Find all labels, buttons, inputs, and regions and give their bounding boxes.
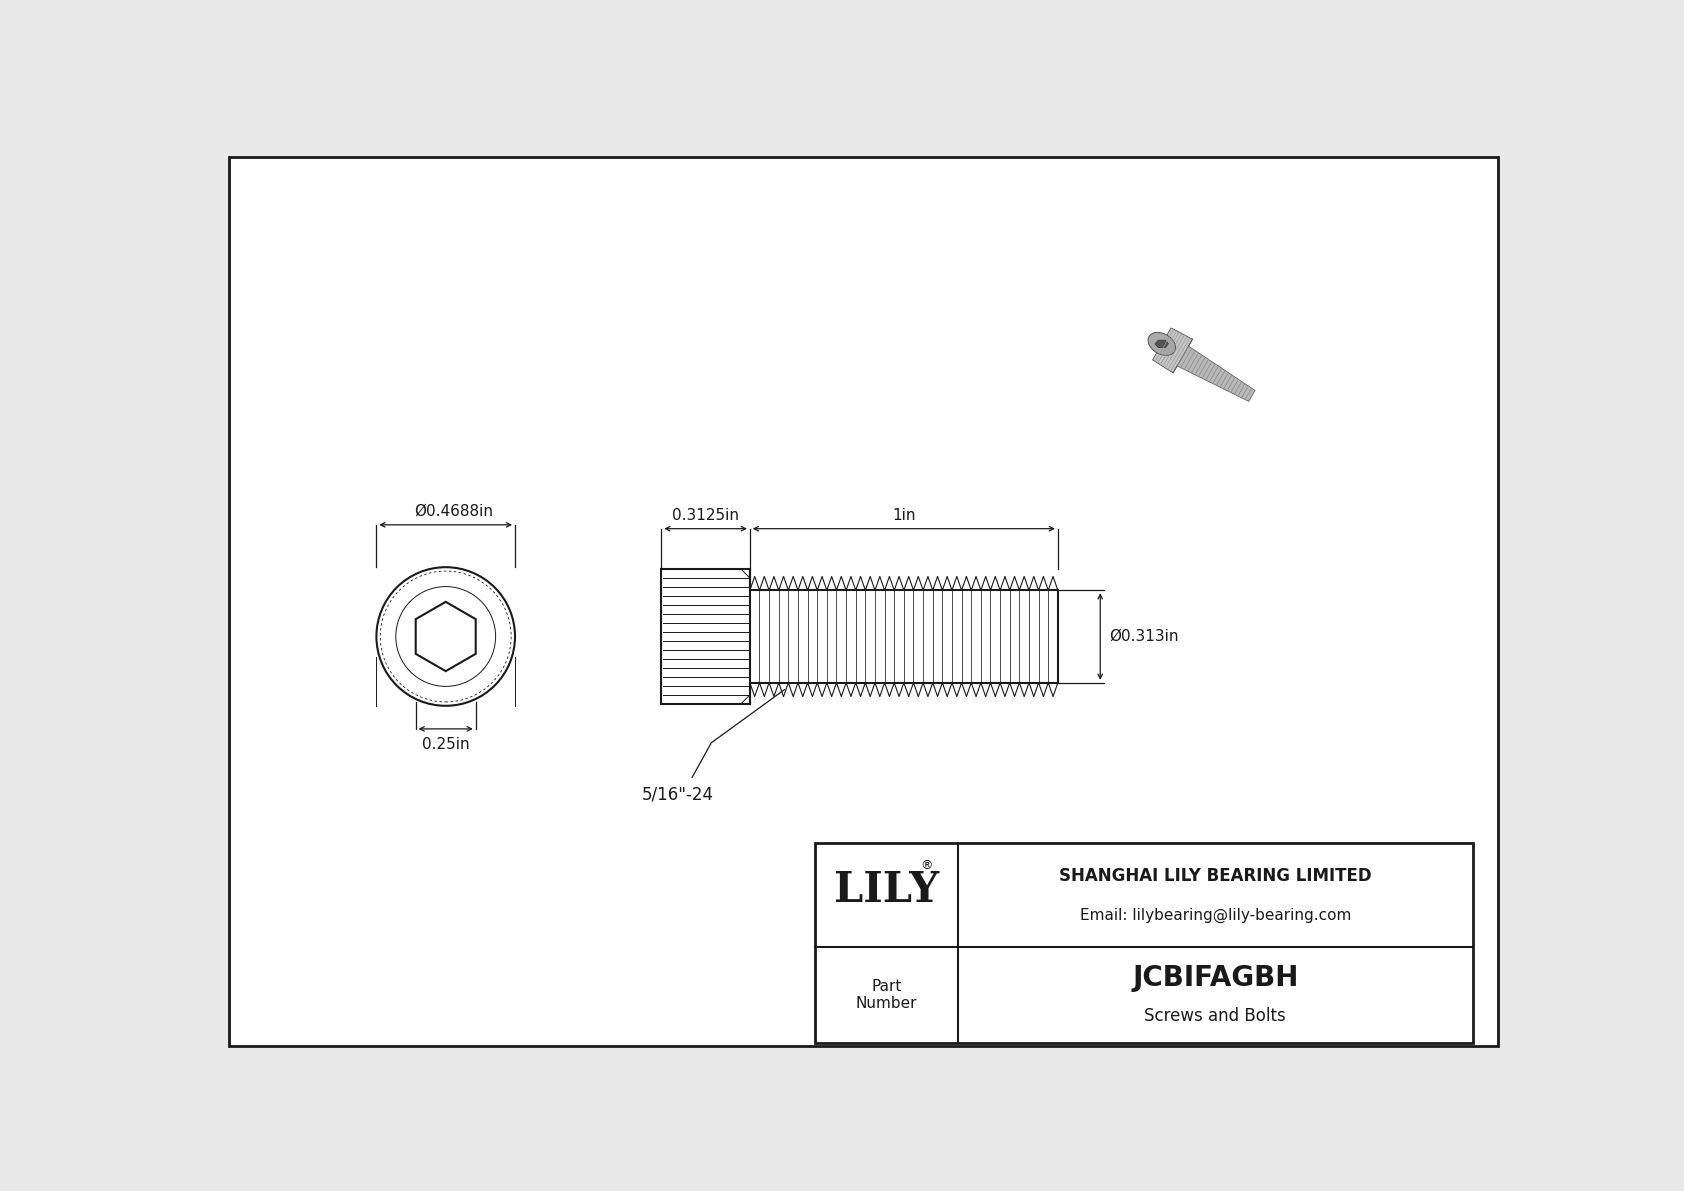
Circle shape (377, 567, 515, 706)
Text: 5/16"-24: 5/16"-24 (642, 785, 714, 803)
Polygon shape (1155, 341, 1169, 348)
Text: 0.3125in: 0.3125in (672, 507, 739, 523)
Text: 1in: 1in (893, 507, 916, 523)
Text: SHANGHAI LILY BEARING LIMITED: SHANGHAI LILY BEARING LIMITED (1059, 867, 1372, 885)
Text: Ø0.4688in: Ø0.4688in (414, 504, 493, 518)
Ellipse shape (1148, 332, 1175, 355)
Text: 0.25in: 0.25in (423, 736, 470, 752)
Text: Email: lilybearing@lily-bearing.com: Email: lilybearing@lily-bearing.com (1079, 908, 1351, 923)
Bar (662, 569, 749, 704)
Polygon shape (1177, 347, 1255, 401)
Text: Screws and Bolts: Screws and Bolts (1145, 1008, 1287, 1025)
Text: ®: ® (921, 859, 933, 872)
Circle shape (396, 587, 495, 686)
Polygon shape (1152, 328, 1192, 373)
Text: LILY: LILY (834, 868, 940, 911)
Text: JCBIFAGBH: JCBIFAGBH (1132, 964, 1298, 992)
Text: Part
Number: Part Number (855, 979, 918, 1011)
Text: Ø0.313in: Ø0.313in (1110, 629, 1179, 644)
Bar (815, 843, 1474, 1043)
Polygon shape (416, 601, 475, 672)
